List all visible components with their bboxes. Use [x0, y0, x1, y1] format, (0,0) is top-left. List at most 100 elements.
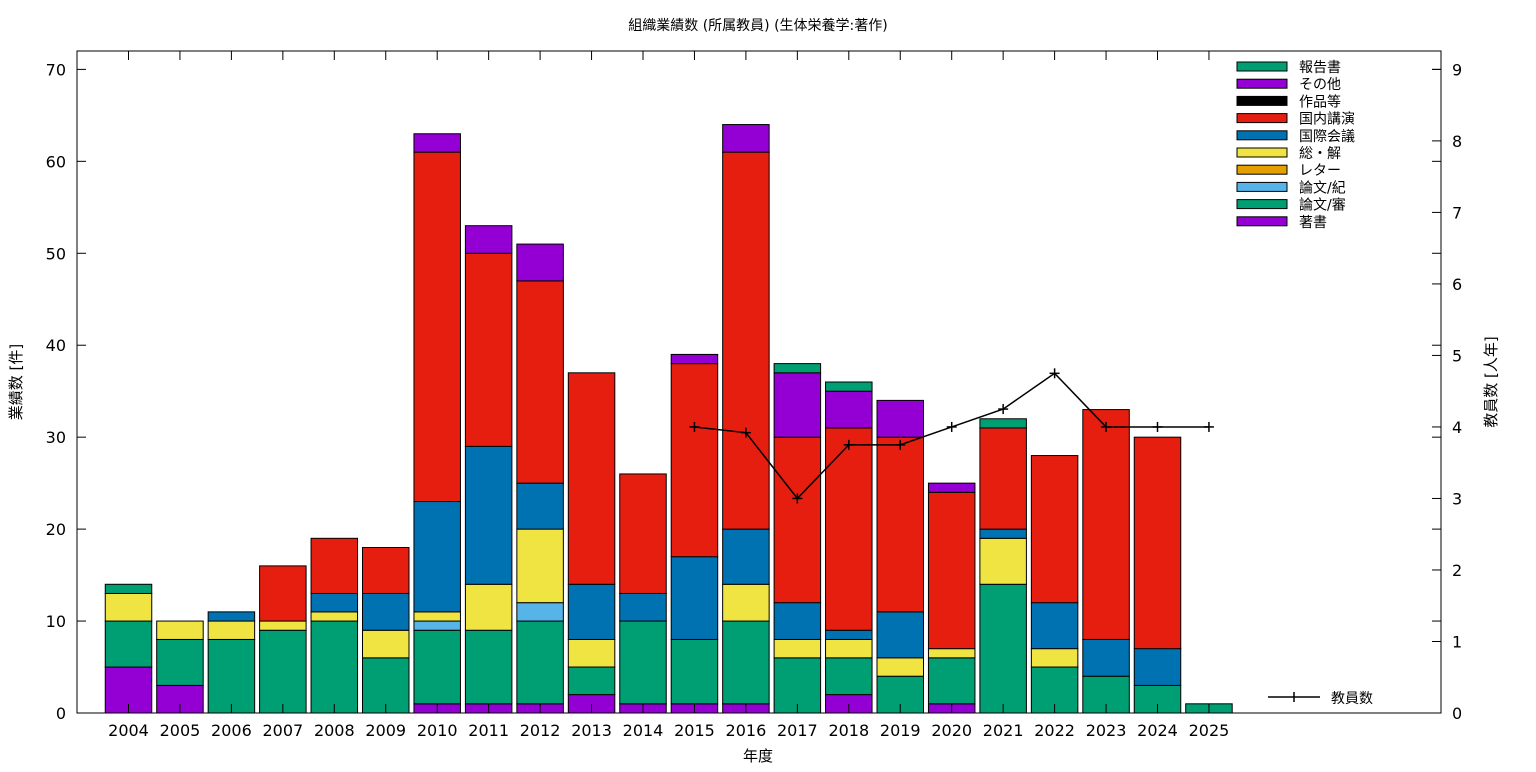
bar-segment [979, 427, 1027, 530]
line-point [1049, 368, 1060, 379]
legend-item: 著書 [1236, 215, 1327, 231]
x-tick-label: 2012 [520, 721, 561, 740]
y2-tick-label: 1 [1452, 632, 1462, 651]
bar-segment [876, 436, 924, 613]
x-tick-label: 2016 [726, 721, 767, 740]
x-tick-label: 2018 [828, 721, 869, 740]
bar-segment [516, 243, 564, 282]
y-tick-label: 20 [46, 520, 66, 539]
bar-segment [464, 252, 513, 447]
y-axis-label: 業績数 [件] [7, 344, 25, 420]
bar-segment [207, 638, 256, 714]
legend-label: 教員数 [1331, 691, 1373, 707]
bar-segment [1133, 648, 1182, 686]
legend-swatch [1236, 95, 1288, 106]
x-tick-label: 2023 [1086, 721, 1127, 740]
legend-label: レター [1299, 163, 1341, 179]
bar-segment [619, 473, 667, 594]
x-axis-label: 年度 [743, 747, 773, 765]
bar-segment [567, 666, 616, 696]
bar-segment [670, 638, 719, 705]
bar-segment [825, 657, 873, 696]
legend-label: 作品等 [1299, 93, 1341, 110]
legend-item: その他 [1236, 77, 1341, 93]
y2-tick-label: 6 [1452, 275, 1462, 294]
bar-segment [670, 556, 719, 640]
bar-segment [876, 399, 924, 438]
bar-segment [362, 547, 410, 594]
bar-segment [825, 390, 873, 429]
line-point [946, 421, 957, 432]
x-tick-label: 2025 [1189, 721, 1230, 740]
bar-segment [773, 372, 822, 438]
x-tick-label: 2004 [108, 721, 149, 740]
x-tick-label: 2009 [365, 721, 406, 740]
bar-segment [1133, 436, 1182, 650]
legend-swatch [1236, 216, 1288, 227]
y-tick-label: 50 [46, 244, 66, 263]
legend-item: 論文/紀 [1236, 180, 1346, 196]
line-point [843, 439, 854, 450]
y2-axis-label: 教員数 [人年] [1482, 336, 1500, 427]
legend-item: 国際会議 [1236, 128, 1355, 145]
line-point [895, 439, 906, 450]
y-tick-label: 0 [56, 704, 66, 723]
line-point [998, 404, 1009, 415]
bar-segment [413, 151, 461, 503]
bar-segment [362, 592, 410, 631]
faculty-count-line [694, 372, 1209, 500]
bar-segment [670, 363, 719, 558]
legend-label: 総・解 [1299, 146, 1341, 162]
bar-segment [413, 611, 461, 622]
bar-segment [310, 592, 359, 613]
legend-label: 国際会議 [1299, 128, 1355, 145]
bar-segment [825, 381, 873, 392]
bar-segment [773, 602, 822, 640]
y2-tick-label: 8 [1452, 132, 1462, 151]
bar-segment [413, 501, 461, 613]
bar-segment [927, 491, 976, 650]
x-tick-label: 2011 [468, 721, 509, 740]
bar-segment [156, 620, 204, 640]
y2-tick-label: 7 [1452, 203, 1462, 222]
bar-segment [825, 638, 873, 659]
x-tick-label: 2024 [1137, 721, 1178, 740]
x-tick-label: 2008 [314, 721, 355, 740]
bar-segment [104, 583, 153, 594]
y-tick-label: 70 [46, 60, 66, 79]
line-point [1101, 421, 1112, 432]
y2-tick-label: 0 [1452, 704, 1462, 723]
legend-swatch [1236, 164, 1288, 175]
bars-layer [104, 124, 1233, 714]
bar-segment [722, 151, 770, 530]
legend-item: 国内講演 [1236, 112, 1355, 128]
axes-layer: 0 10 20 30 40 50 60 70 0 1 2 3 4 5 6 7 8 9 2004 2005 2006 200… [46, 51, 1462, 740]
bar-segment [1030, 602, 1079, 650]
legend-label: その他 [1299, 77, 1341, 93]
bar-segment [516, 482, 564, 530]
bar-segment [413, 629, 461, 705]
legend-item: 論文/審 [1236, 198, 1346, 214]
bar-segment [310, 537, 359, 594]
bar-segment [516, 602, 564, 622]
bar-segment [722, 124, 770, 153]
y-tick-label: 60 [46, 152, 66, 171]
x-tick-label: 2019 [880, 721, 921, 740]
line-point [689, 421, 700, 432]
bar-segment [259, 620, 307, 631]
legend-label: 論文/紀 [1299, 180, 1346, 196]
y2-tick-label: 3 [1452, 489, 1462, 508]
bar-segment [516, 280, 564, 484]
bar-segment [1082, 409, 1130, 640]
bar-segment [516, 528, 564, 604]
bar-segment [773, 638, 822, 659]
legend-item: レター [1236, 163, 1341, 179]
legend-swatch [1236, 130, 1288, 141]
chart-title: 組織業績数 (所属教員) (生体栄養学:著作) [628, 17, 887, 34]
y-tick-label: 40 [46, 336, 66, 355]
bar-segment [722, 528, 770, 585]
bar-segment [619, 620, 667, 705]
